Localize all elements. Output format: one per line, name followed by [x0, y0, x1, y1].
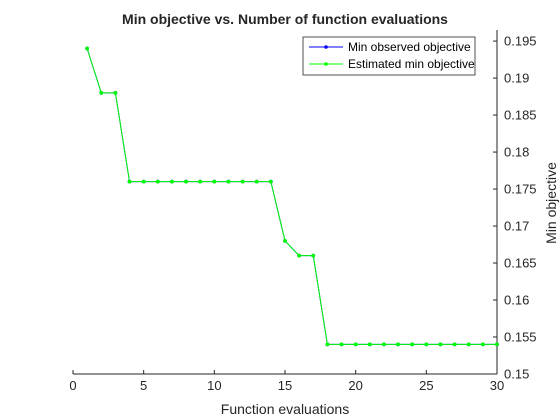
series-2-point	[198, 179, 203, 184]
y-tick-label: 0.15	[504, 367, 529, 382]
legend: Min observed objective Estimated min obje…	[302, 36, 476, 76]
series-2-point	[396, 342, 400, 347]
series-2-point	[254, 179, 259, 184]
x-axis-label: Function evaluations	[221, 401, 349, 417]
y-tick-label: 0.19	[504, 71, 529, 86]
y-tick-label: 0.18	[504, 145, 529, 160]
series-2-point	[268, 179, 273, 184]
series-2-point	[480, 342, 485, 347]
y-tick-label: 0.165	[504, 256, 537, 271]
series-2-point	[155, 179, 160, 184]
series-2-point	[438, 342, 443, 347]
series-2-point	[495, 342, 499, 347]
series-line-2	[86, 48, 497, 345]
series-2-point	[127, 179, 132, 184]
series-2-point	[410, 342, 415, 347]
series-2-point	[99, 90, 104, 95]
series-2-point	[297, 253, 302, 258]
series-2-point	[339, 342, 344, 347]
series-2-point	[170, 179, 174, 184]
legend-label-1: Min observed objective	[348, 40, 471, 54]
legend-box	[302, 36, 476, 76]
x-tick-label: 10	[207, 378, 221, 393]
series-2-point	[311, 253, 316, 258]
series-2-point	[452, 342, 457, 347]
series-2-point	[85, 46, 90, 51]
series-2-point	[325, 342, 330, 347]
y-axis-label: Min objective	[543, 162, 559, 244]
x-tick-label: 0	[69, 378, 76, 393]
legend-marker-1	[324, 45, 328, 49]
x-tick-label: 20	[348, 378, 362, 393]
x-tick-label: 25	[419, 378, 433, 393]
y-tick-label: 0.185	[504, 108, 537, 123]
y-tick-label: 0.195	[504, 34, 537, 49]
x-tick-label: 5	[140, 378, 147, 393]
y-tick-label: 0.17	[504, 219, 529, 234]
plot-area	[85, 46, 499, 347]
series-2-point	[226, 179, 231, 184]
series-2-point	[240, 179, 245, 184]
legend-marker-2	[324, 62, 328, 66]
series-2-point	[424, 342, 429, 347]
x-tick-label: 30	[490, 378, 504, 393]
y-tick-label: 0.16	[504, 293, 529, 308]
series-2-point	[184, 179, 188, 184]
series-2-point	[353, 342, 358, 347]
y-tick-label: 0.155	[504, 330, 537, 345]
series-2-point	[141, 179, 146, 184]
chart-title: Min objective vs. Number of function eva…	[122, 11, 448, 27]
series-2-point	[367, 342, 372, 347]
series-2-point	[283, 238, 287, 243]
series-2-point	[212, 179, 217, 184]
y-tick-label: 0.175	[504, 182, 537, 197]
series-2-point	[113, 90, 118, 95]
legend-label-2: Estimated min objective	[348, 57, 475, 71]
x-tick-label: 15	[278, 378, 292, 393]
series-2-point	[466, 342, 471, 347]
axes: 0 5 10 15 20 25 300.15 0.155 0.16 0.165 0.17 0.175 0…	[69, 30, 537, 393]
series-2-point	[382, 342, 386, 347]
